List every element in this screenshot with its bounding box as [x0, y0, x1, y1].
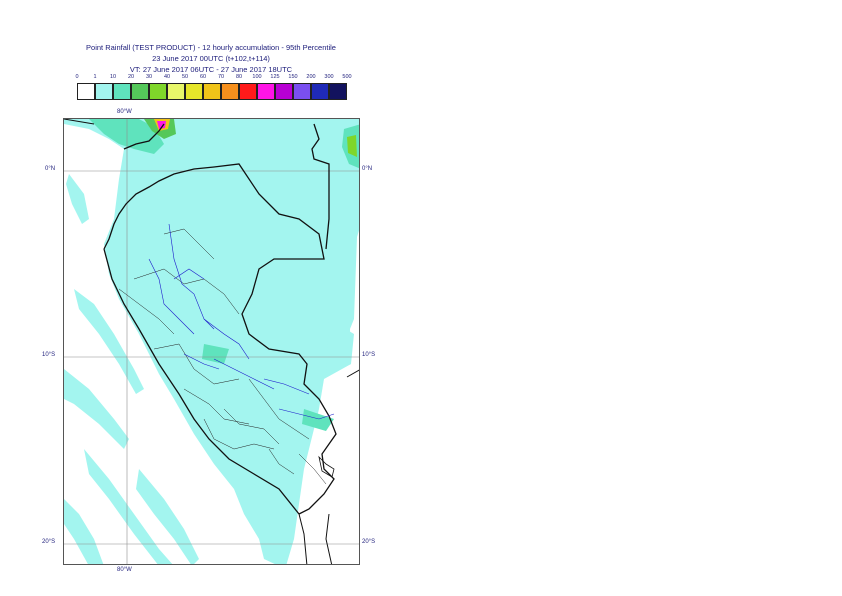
legend-threshold-label: 0	[75, 74, 79, 80]
legend-threshold-label: 20	[127, 74, 135, 80]
legend-swatch	[221, 83, 239, 100]
rivers	[148, 223, 335, 420]
legend-swatch	[167, 83, 185, 100]
legend-threshold-label: 60	[199, 74, 207, 80]
lat-label-10-right: 10°S	[362, 352, 376, 358]
legend-swatch	[203, 83, 221, 100]
lat-label-10-left: 10°S	[42, 352, 56, 358]
heavier-rain-patches	[89, 119, 359, 431]
lon-label-bottom: 80°W	[117, 567, 132, 573]
legend-swatch	[329, 83, 347, 100]
legend-swatch	[239, 83, 257, 100]
map-title: Point Rainfall (TEST PRODUCT) - 12 hourl…	[86, 43, 336, 52]
legend-threshold-label: 200	[306, 74, 316, 80]
rainfall-field	[64, 119, 359, 564]
legend-threshold-label: 1	[93, 74, 97, 80]
legend-threshold-label: 80	[235, 74, 243, 80]
legend-swatch	[131, 83, 149, 100]
lat-label-0-right: 0°N	[362, 166, 373, 172]
coastline	[64, 119, 359, 564]
legend-threshold-label: 70	[217, 74, 225, 80]
legend-threshold-label: 300	[324, 74, 334, 80]
legend-threshold-label: 150	[288, 74, 298, 80]
legend-threshold-label: 100	[252, 74, 262, 80]
lake-titicaca	[318, 455, 335, 478]
lat-label-20-left: 20°S	[42, 539, 56, 545]
legend-threshold-label: 125	[270, 74, 280, 80]
legend-threshold-label: 10	[109, 74, 117, 80]
lon-label-top: 80°W	[117, 109, 132, 115]
legend-threshold-label: 40	[163, 74, 171, 80]
national-boundary	[103, 123, 337, 515]
rainfall-map	[63, 118, 360, 565]
legend-threshold-label: 30	[145, 74, 153, 80]
legend-swatch	[113, 83, 131, 100]
valid-time-label: VT: 27 June 2017 06UTC - 27 June 2017 18…	[129, 65, 293, 74]
legend-threshold-label: 500	[342, 74, 352, 80]
legend-swatch	[311, 83, 329, 100]
graticule	[64, 119, 359, 564]
legend-swatch	[149, 83, 167, 100]
map-canvas	[64, 119, 359, 564]
run-time-label: 23 June 2017 00UTC (t+102,t+114)	[152, 54, 270, 63]
legend-swatch	[185, 83, 203, 100]
legend-swatch	[275, 83, 293, 100]
department-boundaries	[118, 228, 327, 485]
lat-label-20-right: 20°S	[362, 539, 376, 545]
legend-swatch	[257, 83, 275, 100]
legend-swatch	[77, 83, 95, 100]
legend-swatch	[293, 83, 311, 100]
lat-label-0-left: 0°N	[45, 166, 56, 172]
legend-swatch	[95, 83, 113, 100]
legend-threshold-label: 50	[181, 74, 189, 80]
